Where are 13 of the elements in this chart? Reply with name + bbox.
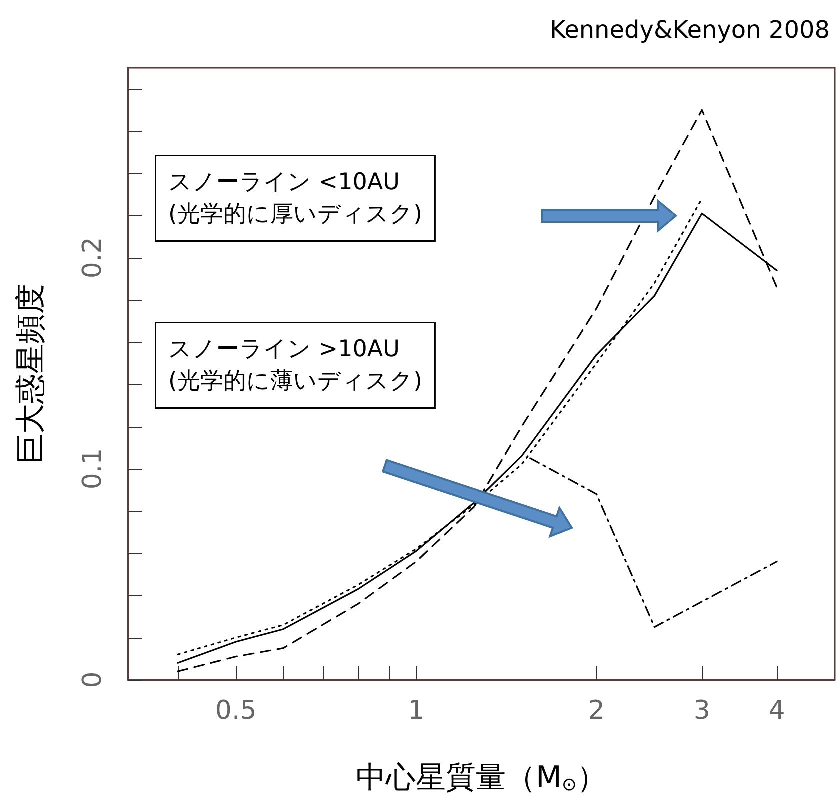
x-tick-label: 2 xyxy=(588,696,605,726)
x-axis-title: 中心星質量（M⊙） xyxy=(356,760,607,796)
x-tick-label: 0.5 xyxy=(215,696,257,726)
y-tick-label: 0 xyxy=(78,672,108,688)
y-tick-label: 0.1 xyxy=(78,448,108,490)
y-tick-label: 0.2 xyxy=(78,237,108,279)
y-axis-title: 巨大惑星頻度 xyxy=(14,284,48,464)
text: Kennedy&Kenyon 2008 xyxy=(550,16,830,44)
annotation: スノーライン <10AU (光学的に厚いディスク) xyxy=(168,170,422,228)
annotation: スノーライン >10AU (光学的に薄いディスク) xyxy=(168,336,422,394)
x-tick-label: 4 xyxy=(768,696,786,726)
x-tick-label: 1 xyxy=(408,696,425,726)
x-tick-label: 3 xyxy=(694,696,710,726)
